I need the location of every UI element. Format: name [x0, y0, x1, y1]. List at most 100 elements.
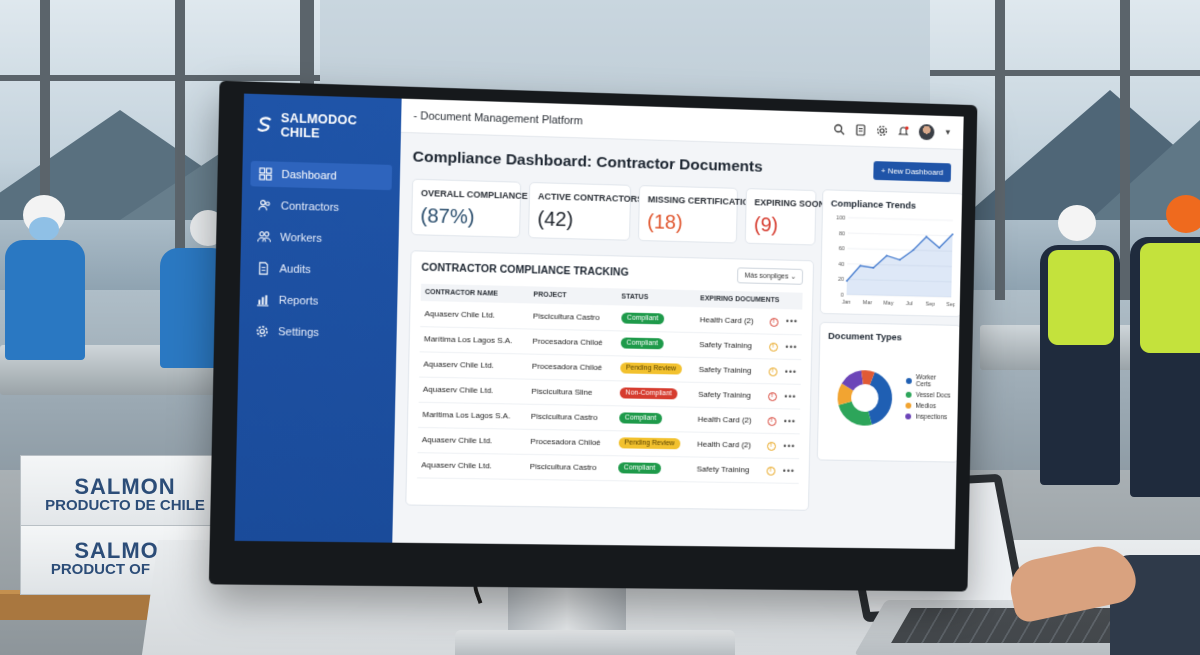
- legend-label: Inspections: [915, 413, 947, 420]
- bar-chart-icon: [256, 293, 270, 307]
- sidebar-item-label: Contractors: [281, 200, 340, 214]
- kpi-value: (42): [537, 208, 621, 233]
- expiring-document: Safety Training: [695, 357, 765, 383]
- workers-icon: [257, 230, 271, 244]
- more-options-icon[interactable]: •••: [784, 416, 796, 426]
- kpi-card[interactable]: OVERALL COMPLIANCE (87%): [411, 179, 521, 238]
- legend-item: Vessel Docs: [906, 391, 951, 399]
- chevron-down-icon: ⌄: [790, 274, 796, 281]
- search-icon[interactable]: [833, 123, 845, 135]
- gear-icon: [255, 325, 269, 338]
- more-options-icon[interactable]: •••: [786, 316, 798, 326]
- settings-icon[interactable]: [876, 124, 888, 136]
- sidebar-item-settings[interactable]: Settings: [247, 318, 389, 346]
- topbar: - Document Management Platform ▼: [401, 99, 964, 150]
- legend-swatch: [906, 392, 912, 398]
- tracking-title: CONTRACTOR COMPLIANCE TRACKING: [421, 262, 628, 279]
- y-tick-label: 80: [839, 231, 845, 237]
- status-badge: Compliant: [621, 312, 664, 324]
- brand-name: SALMODOC CHILE: [280, 111, 389, 143]
- sidebar-item-label: Workers: [280, 231, 322, 244]
- document-icon[interactable]: [855, 123, 867, 135]
- contractor-name: Aquaserv Chile Ltd.: [420, 301, 529, 329]
- legend-swatch: [906, 413, 912, 419]
- kpi-label: MISSING CERTIFICATIONS: [648, 194, 729, 206]
- page-title: - Document Management Platform: [413, 110, 583, 127]
- donut-slice: [838, 401, 872, 425]
- y-tick-label: 40: [838, 262, 844, 268]
- expiring-document: Safety Training: [694, 382, 764, 408]
- sidebar-item-dashboard[interactable]: Dashboard: [250, 161, 392, 190]
- project-name: Piscicultura Castro: [527, 404, 616, 431]
- project-name: Procesadora Chiloé: [528, 328, 617, 355]
- legend-swatch: [906, 403, 912, 409]
- contractor-name: Aquaserv Chile Ltd.: [419, 377, 528, 404]
- filter-dropdown[interactable]: Más sonpliges ⌄: [737, 267, 803, 284]
- alert-icon: !: [766, 467, 775, 476]
- main-content: - Document Management Platform ▼ Complia…: [392, 99, 963, 550]
- contractor-name: Aquaserv Chile Ltd.: [419, 351, 528, 378]
- y-tick-label: 100: [836, 215, 845, 221]
- project-name: Piscicultura Sline: [527, 379, 616, 406]
- sidebar-item-label: Settings: [278, 326, 319, 339]
- more-options-icon[interactable]: •••: [784, 391, 796, 401]
- expiring-document: Health Card (2): [693, 407, 763, 433]
- column-header: STATUS: [617, 288, 696, 307]
- brand[interactable]: SALMODOC CHILE: [255, 110, 389, 142]
- kpi-row: OVERALL COMPLIANCE (87%) ACTIVE CONTRACTOR…: [411, 179, 816, 246]
- legend-item: Inspections: [906, 413, 951, 421]
- x-tick-label: Mar: [863, 300, 872, 306]
- compliance-tracking-card: CONTRACTOR COMPLIANCE TRACKING Más sonpl…: [405, 250, 814, 511]
- legend-label: Medios: [916, 402, 936, 409]
- alert-icon: !: [767, 417, 776, 426]
- legend-label: Worker Certs: [916, 374, 952, 388]
- new-dashboard-button[interactable]: + New Dashboard: [873, 161, 951, 182]
- status-badge: Compliant: [618, 462, 661, 474]
- kpi-card[interactable]: EXPIRING SOON (9): [745, 188, 817, 245]
- contractor-name: Marítima Los Lagos S.A.: [420, 326, 529, 353]
- kpi-value: (18): [647, 211, 729, 236]
- expiring-document: Safety Training: [695, 332, 765, 358]
- gridline: [848, 233, 953, 236]
- document-types-donut: [826, 352, 901, 444]
- document-types-card: Document Types Worker Certs Vessel Docs Me…: [817, 322, 962, 463]
- contractor-name: Aquaserv Chile Ltd.: [417, 452, 526, 479]
- kpi-card[interactable]: ACTIVE CONTRACTORS (42): [528, 182, 631, 241]
- status-badge: Pending Review: [620, 362, 682, 374]
- more-options-icon[interactable]: •••: [783, 441, 795, 451]
- user-avatar[interactable]: [919, 124, 935, 140]
- project-name: Piscicultura Castro: [526, 454, 615, 480]
- sidebar: SALMODOC CHILE Dashboard Contractors Worke…: [235, 94, 402, 543]
- donut-slice: [868, 372, 893, 425]
- legend-swatch: [906, 377, 912, 383]
- sidebar-item-label: Dashboard: [281, 168, 336, 182]
- compliance-trends-card: Compliance Trends 100 80 60 40 20 0 Jan Mar May J…: [820, 189, 964, 317]
- sidebar-item-workers[interactable]: Workers: [249, 224, 391, 253]
- more-options-icon[interactable]: •••: [785, 366, 797, 376]
- document-icon: [257, 262, 271, 276]
- project-name: Procesadora Chiloé: [528, 354, 617, 381]
- monitor: SALMODOC CHILE Dashboard Contractors Worke…: [209, 81, 978, 592]
- x-tick-label: Sep: [925, 302, 935, 308]
- users-icon: [258, 199, 272, 213]
- legend-item: Worker Certs: [906, 374, 951, 389]
- sidebar-item-audits[interactable]: Audits: [248, 255, 390, 284]
- notification-bell-icon[interactable]: [898, 125, 910, 137]
- more-options-icon[interactable]: •••: [785, 341, 797, 351]
- x-tick-label: Jan: [842, 300, 851, 306]
- alert-icon: !: [768, 367, 777, 376]
- status-badge: Non-Compliant: [619, 387, 677, 399]
- x-tick-label: Sep: [946, 302, 956, 308]
- chevron-down-icon[interactable]: ▼: [944, 128, 952, 137]
- sidebar-item-label: Reports: [279, 294, 319, 307]
- x-tick-label: Jul: [906, 301, 913, 307]
- app-screen: SALMODOC CHILE Dashboard Contractors Worke…: [235, 94, 964, 550]
- trends-title: Compliance Trends: [831, 198, 955, 212]
- kpi-card[interactable]: MISSING CERTIFICATIONS (18): [638, 185, 738, 243]
- table-row[interactable]: Aquaserv Chile Ltd. Piscicultura Castro Co…: [417, 452, 799, 483]
- more-options-icon[interactable]: •••: [783, 465, 795, 475]
- dashboard-heading: Compliance Dashboard: Contractor Documen…: [412, 148, 762, 176]
- project-name: Piscicultura Castro: [529, 303, 618, 330]
- sidebar-item-contractors[interactable]: Contractors: [250, 192, 392, 221]
- sidebar-item-reports[interactable]: Reports: [248, 287, 390, 316]
